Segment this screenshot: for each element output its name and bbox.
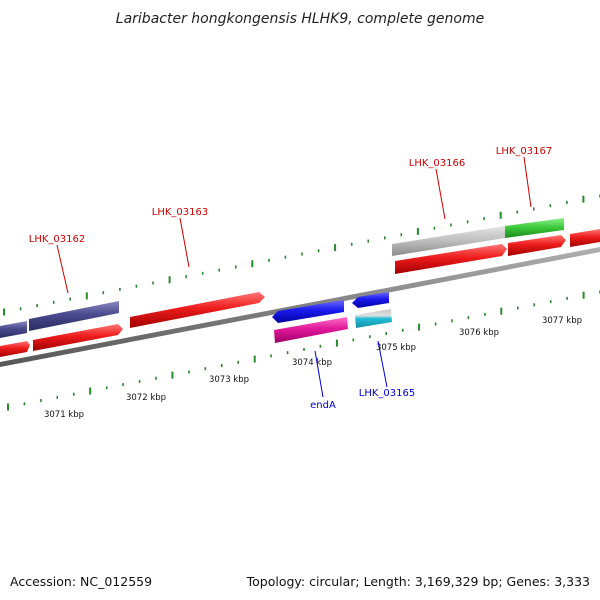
gene-feature[interactable] (352, 292, 389, 308)
tick-label: 3072 kbp (126, 393, 166, 403)
gene-label[interactable]: LHK_03162 (29, 234, 85, 245)
upper-tick-track (3, 194, 600, 316)
gene-feature[interactable] (392, 226, 505, 256)
gene-feature[interactable] (505, 218, 564, 238)
forward-cds-track (0, 229, 600, 357)
accession-text: Accession: NC_012559 (10, 574, 152, 589)
gene-label[interactable]: endA (310, 400, 336, 411)
cds-feature[interactable] (355, 309, 392, 328)
leader-line (435, 168, 446, 220)
gene-feature[interactable] (29, 301, 119, 331)
leader-line (523, 156, 532, 208)
cds-feature[interactable] (274, 317, 348, 343)
gene-label[interactable]: LHK_03163 (152, 207, 208, 218)
map-title: Laribacter hongkongensis HLHK9, complete… (116, 11, 484, 27)
tick-label: 3075 kbp (376, 343, 416, 353)
genome-backbone (0, 247, 600, 367)
gene-label[interactable]: LHK_03165 (359, 388, 415, 399)
lower-tick-track (7, 290, 600, 411)
gene-label[interactable]: LHK_03167 (496, 146, 552, 157)
cds-feature[interactable] (395, 244, 507, 274)
cds-feature[interactable] (508, 235, 566, 256)
leader-line (56, 244, 69, 294)
tick-label: 3071 kbp (44, 410, 84, 420)
tick-label: 3073 kbp (209, 375, 249, 385)
tick-label: 3076 kbp (459, 328, 499, 338)
leader-line (377, 340, 388, 388)
scale-labels: 3071 kbp 3072 kbp 3073 kbp 3074 kbp 3075… (44, 316, 582, 420)
tick-label: 3074 kbp (292, 358, 332, 368)
cds-feature[interactable] (130, 292, 265, 328)
leader-line (314, 350, 324, 398)
tick-label: 3077 kbp (542, 316, 582, 326)
reverse-feature-track (272, 292, 392, 343)
genome-summary-text: Topology: circular; Length: 3,169,329 bp… (246, 574, 590, 589)
forward-gene-track (0, 218, 564, 338)
cds-feature[interactable] (570, 229, 600, 247)
gene-feature[interactable] (272, 300, 344, 323)
cds-feature[interactable] (0, 341, 30, 357)
label-leaders (56, 156, 532, 398)
gene-feature[interactable] (0, 321, 27, 338)
gene-labels: LHK_03162 LHK_03163 LHK_03166 LHK_03167 … (29, 146, 552, 411)
gene-label[interactable]: LHK_03166 (409, 158, 465, 169)
leader-line (179, 217, 190, 268)
cds-feature[interactable] (33, 324, 123, 351)
